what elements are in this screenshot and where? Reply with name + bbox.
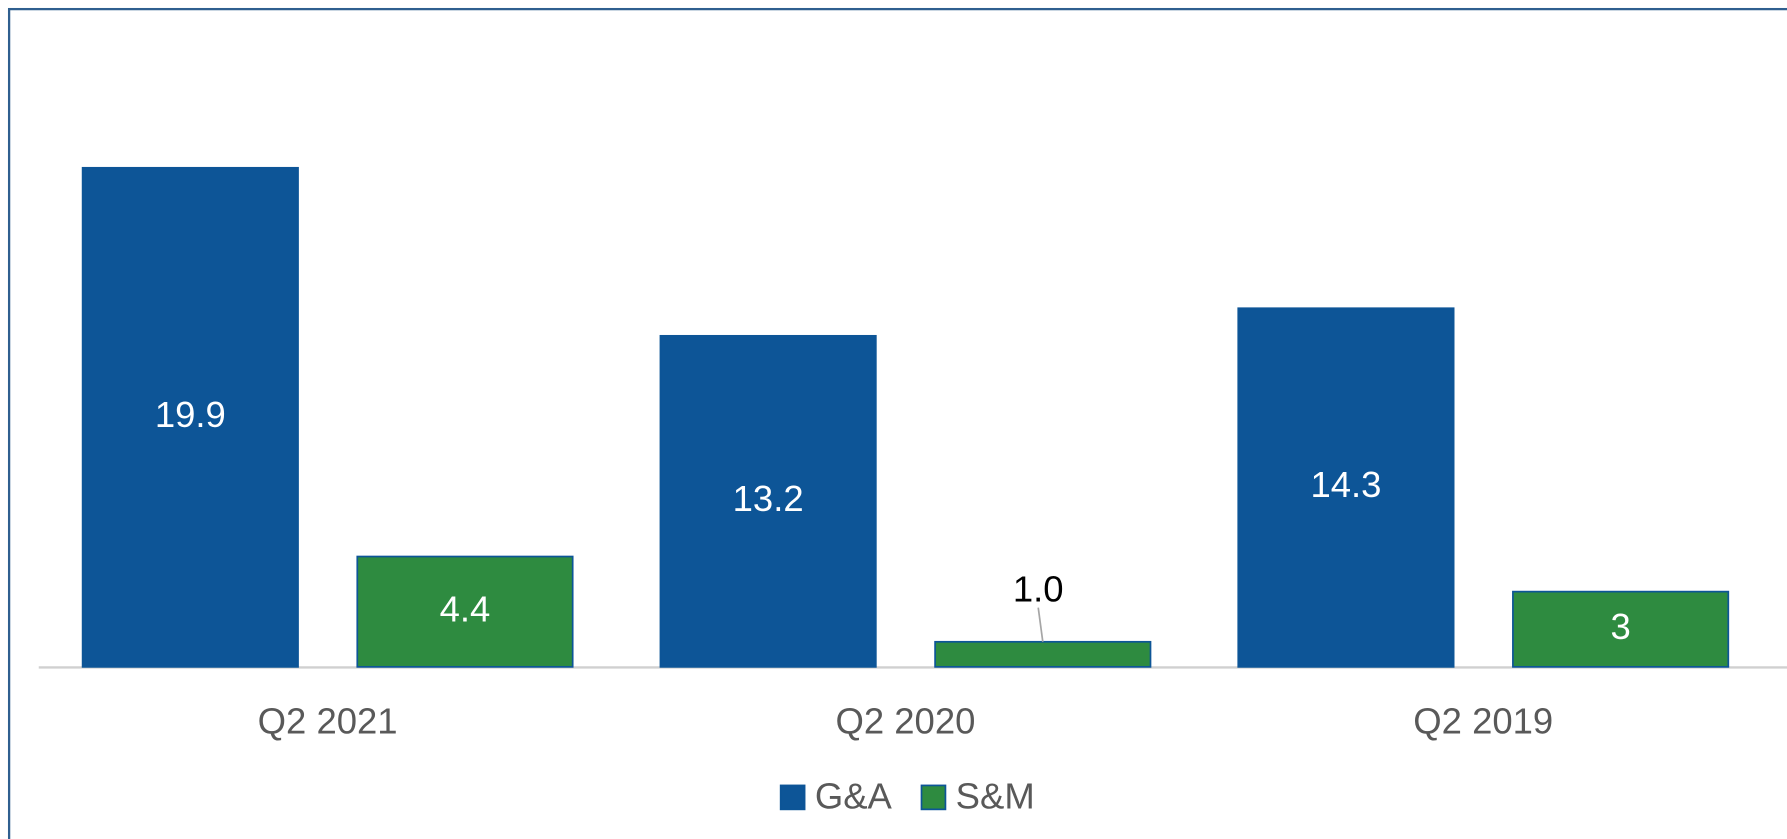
bar — [1237, 307, 1455, 668]
bar — [81, 166, 299, 668]
data-label: 14.3 — [1310, 464, 1381, 505]
x-tick-label: Q2 2019 — [1413, 701, 1553, 742]
legend-swatch — [920, 784, 947, 811]
data-label: 13.2 — [733, 478, 804, 519]
leader-line — [1037, 607, 1044, 642]
bar — [934, 640, 1152, 668]
x-tick-label: Q2 2020 — [836, 701, 976, 742]
bar — [356, 555, 574, 668]
data-label: 19.9 — [155, 394, 226, 435]
legend-label: S&M — [956, 776, 1035, 817]
bar — [659, 334, 877, 668]
bar — [1512, 590, 1730, 668]
data-label: 3 — [1610, 606, 1630, 647]
legend-swatch — [779, 784, 806, 811]
data-label: 1.0 — [1013, 568, 1064, 609]
x-tick-label: Q2 2021 — [258, 701, 398, 742]
chart-frame — [7, 7, 1787, 839]
data-label: 4.4 — [440, 588, 491, 629]
legend-label: G&A — [815, 776, 893, 817]
